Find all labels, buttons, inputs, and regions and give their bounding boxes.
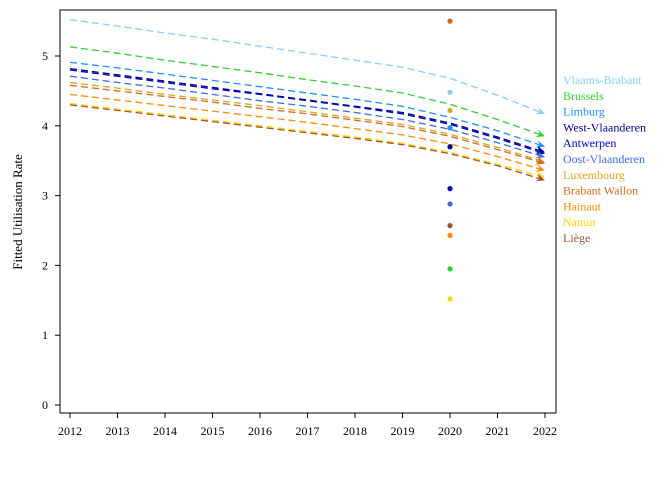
observed-point [447,186,453,192]
observed-point [447,201,453,207]
series-arrowhead [535,173,545,182]
observed-point [447,89,453,95]
y-tick-label: 0 [42,398,48,412]
y-axis: 0 1 2 3 4 5 [42,49,60,412]
x-tick-label: 2013 [106,424,130,438]
series-line [69,46,541,136]
legend-entry: Liège [563,231,590,245]
series-layer [69,19,545,182]
series-line [69,93,541,170]
x-tick-label: 2012 [58,424,82,438]
legend-entry: Hainaut [563,199,602,213]
observed-point [447,107,453,114]
series-line [69,67,541,152]
series-line [69,61,541,146]
series-arrowhead [535,147,545,155]
legend-entry: Vlaams-Brabant [563,73,642,87]
observed-point [447,296,453,302]
observed-point [447,223,453,229]
observed-point [447,232,453,238]
series-line [69,102,541,177]
observed-point [447,125,453,131]
series-arrowhead [535,150,545,159]
legend-entry: Brussels [563,89,604,103]
observed-point [447,18,453,24]
x-tick-label: 2019 [391,424,415,438]
observed-point [447,266,453,272]
legend-entry: Limburg [563,105,605,119]
series-line [69,75,541,157]
series-line [69,19,541,113]
x-tick-label: 2014 [153,424,177,438]
observed-point [447,144,453,150]
series-line [69,104,541,180]
series-arrowhead [535,140,545,148]
legend-entry: Brabant Wallon [563,184,638,198]
y-tick-label: 1 [42,328,48,342]
x-tick-label: 2022 [533,424,557,438]
x-tick-label: 2016 [248,424,272,438]
legend-entry: Oost-Vlaanderen [563,152,645,166]
y-tick-label: 4 [42,119,48,133]
series-arrowhead [535,106,545,115]
series-arrowhead [535,129,545,137]
x-tick-label: 2018 [343,424,367,438]
series-arrowhead [535,157,545,165]
x-tick-label: 2015 [201,424,225,438]
series-line [69,84,541,163]
legend-entry: Namur [563,215,596,229]
x-tick-label: 2020 [438,424,462,438]
x-tick-label: 2017 [296,424,320,438]
legend: Vlaams-Brabant Brussels LimburgWest-Vlaand… [563,73,646,245]
legend-entry: West-Vlaanderen [563,120,646,134]
legend-entry: Luxembourg [563,168,625,182]
series-line [69,69,541,153]
y-tick-label: 2 [42,258,48,272]
y-tick-label: 5 [42,49,48,63]
x-tick-label: 2021 [486,424,510,438]
series-line [69,81,541,162]
y-axis-title: Fitted Utilisation Rate [10,154,25,270]
legend-entry: Antwerpen [563,136,616,150]
y-tick-label: 3 [42,189,48,203]
plot-frame [59,9,557,414]
x-axis: 2012 2013 2014 2015 2016 2017 2018 2019 2020 2021… [58,413,557,438]
observed-points-layer [447,18,453,302]
series-arrowhead [535,171,545,179]
series-arrowhead [535,164,545,172]
